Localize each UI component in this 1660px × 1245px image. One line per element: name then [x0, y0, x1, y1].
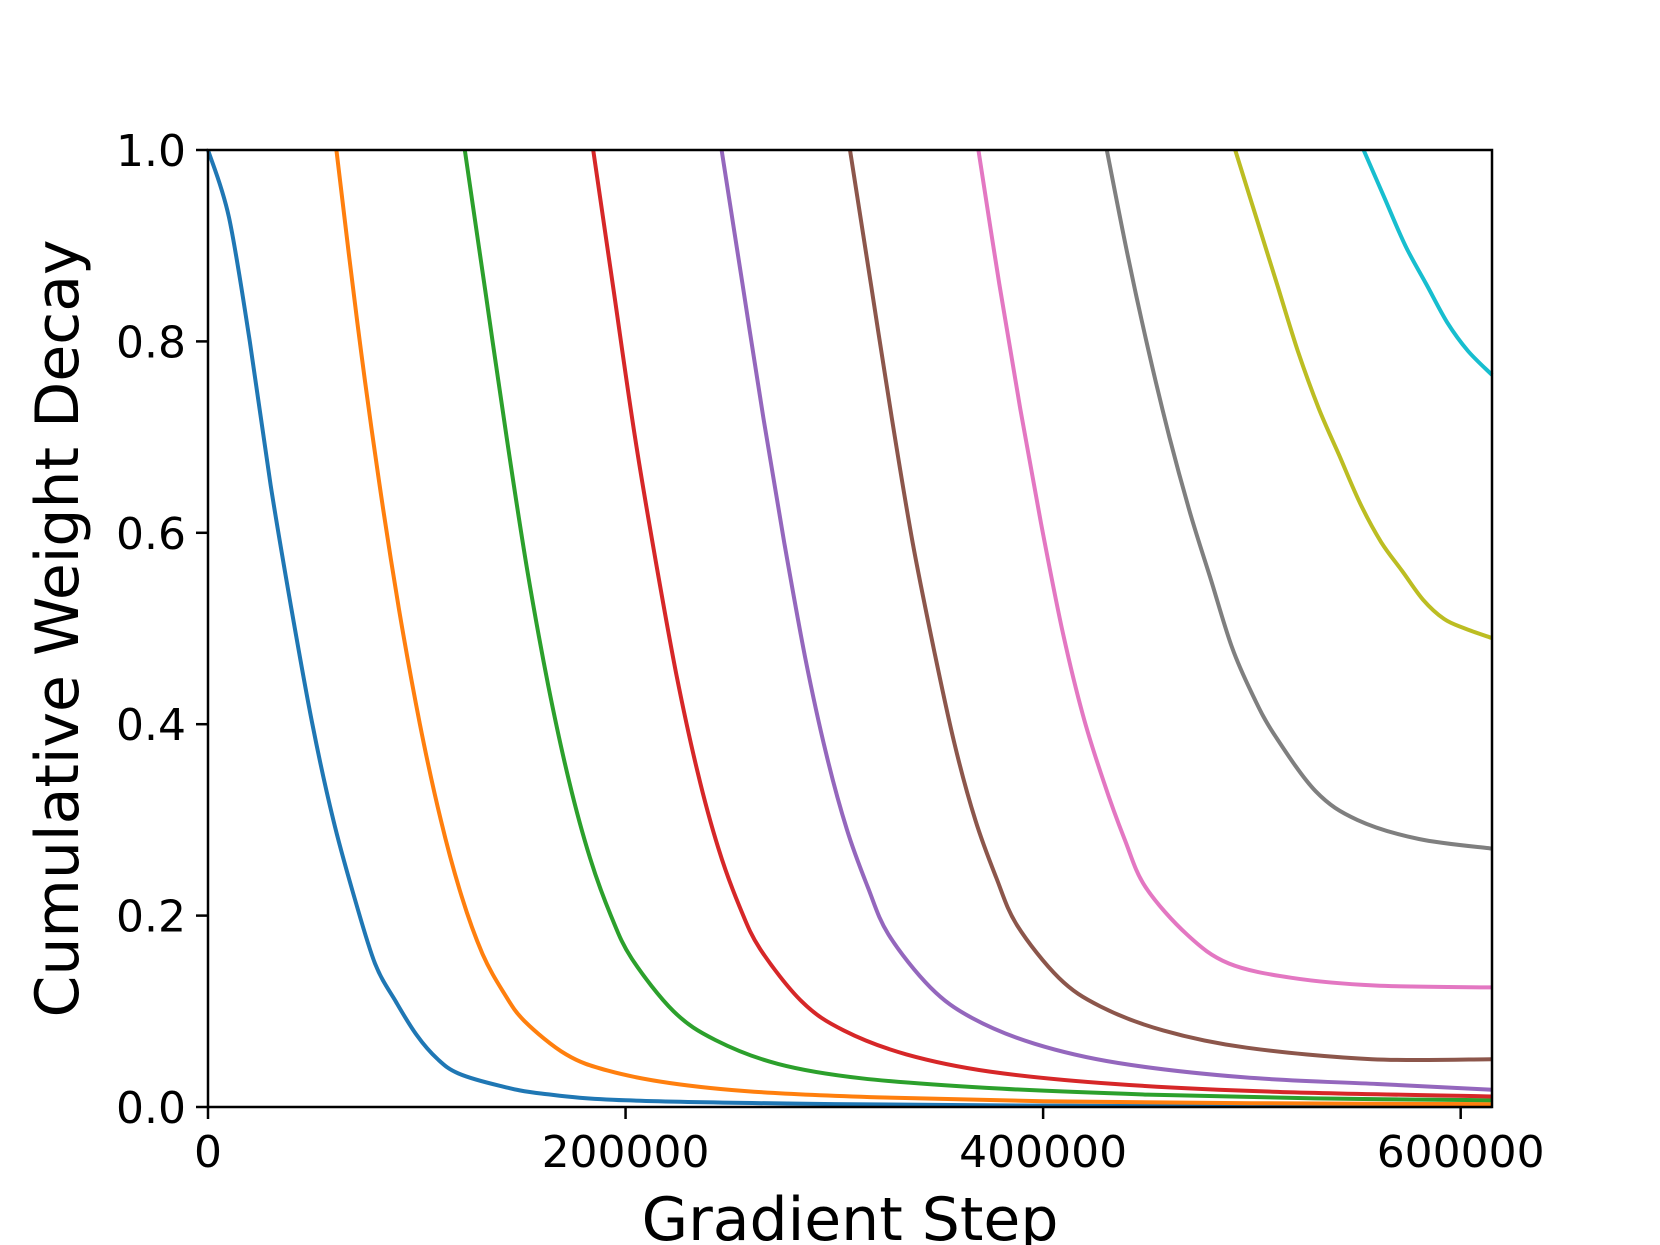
series-line-4 [591, 149, 1493, 1099]
series-line-7 [976, 149, 1493, 990]
plot-area-frame [206, 148, 1494, 1109]
series-line-6 [848, 149, 1493, 1063]
series-line-3 [462, 149, 1493, 1103]
x-axis: 0 200000 400000 600000 [194, 1107, 1545, 1178]
series-line-8 [1104, 149, 1493, 851]
series-line-5 [719, 149, 1493, 1092]
x-axis-label: Gradient Step [642, 1185, 1059, 1245]
series-line-2 [334, 149, 1493, 1107]
x-tick-label: 400000 [959, 1127, 1127, 1178]
y-tick-label: 0.8 [116, 317, 186, 368]
y-tick-label: 0.2 [116, 892, 186, 943]
x-tick-label: 600000 [1377, 1127, 1545, 1178]
series-line-1 [206, 149, 1493, 1109]
y-tick-label: 0.0 [116, 1083, 186, 1134]
x-tick-label: 200000 [542, 1127, 710, 1178]
y-axis: 0.0 0.2 0.4 0.6 0.8 1.0 [116, 126, 208, 1134]
series-line-9 [1233, 149, 1493, 640]
y-tick-label: 0.4 [116, 700, 186, 751]
x-tick-label: 0 [194, 1127, 222, 1178]
y-tick-label: 0.6 [116, 509, 186, 560]
y-tick-label: 1.0 [116, 126, 186, 177]
y-axis-label: Cumulative Weight Decay [23, 239, 93, 1017]
series-line-10 [1361, 149, 1494, 377]
series-layer [206, 149, 1494, 1109]
